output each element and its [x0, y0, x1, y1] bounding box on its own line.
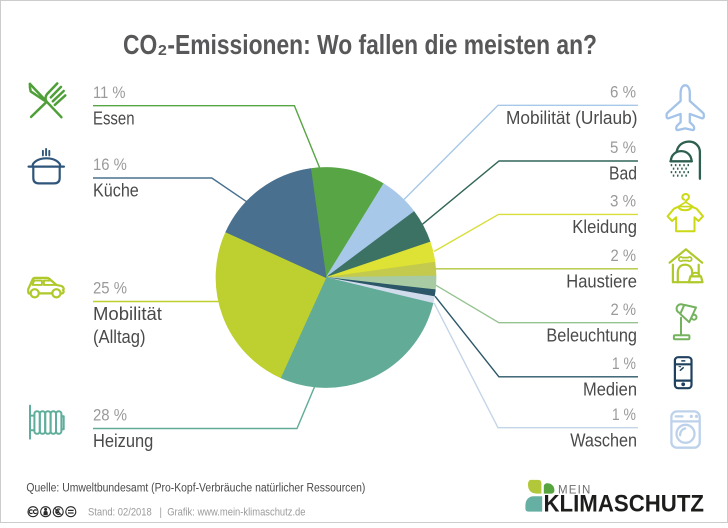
svg-text:Küche: Küche — [93, 181, 139, 201]
svg-text:2 %: 2 % — [611, 246, 637, 265]
svg-text:16 %: 16 % — [93, 155, 127, 174]
svg-text:1 %: 1 % — [612, 354, 636, 373]
svg-text:Bad: Bad — [609, 164, 637, 184]
svg-text:Beleuchtung: Beleuchtung — [546, 325, 637, 345]
svg-text:5 %: 5 % — [610, 138, 636, 157]
svg-text:Heizung: Heizung — [93, 431, 153, 451]
svg-text:(Alltag): (Alltag) — [93, 327, 146, 347]
svg-text:MEIN: MEIN — [558, 485, 593, 497]
svg-text:3 %: 3 % — [610, 192, 636, 211]
svg-text:Quelle: Umweltbundesamt (Pro-K: Quelle: Umweltbundesamt (Pro-Kopf-Verbrä… — [26, 483, 365, 495]
svg-text:Waschen: Waschen — [570, 430, 637, 450]
svg-text:1 %: 1 % — [612, 405, 636, 424]
svg-text:KLIMASCHUTZ: KLIMASCHUTZ — [544, 491, 705, 518]
svg-text:2 %: 2 % — [611, 300, 637, 319]
svg-text:Mobilität: Mobilität — [93, 304, 162, 324]
svg-text:6 %: 6 % — [610, 83, 636, 102]
svg-text:Haustiere: Haustiere — [566, 272, 637, 292]
svg-text:Stand: 02/2018 | Grafik: ww: Stand: 02/2018 | Grafik: www.mein-klimas… — [88, 507, 306, 519]
svg-text:CO₂-Emissionen: Wo fallen die: CO₂-Emissionen: Wo fallen die meisten an… — [123, 29, 597, 60]
svg-text:Kleidung: Kleidung — [572, 217, 637, 237]
svg-text:Medien: Medien — [583, 380, 637, 400]
svg-text:28 %: 28 % — [93, 406, 127, 425]
svg-text:11 %: 11 % — [93, 83, 126, 102]
svg-text:Mobilität (Urlaub): Mobilität (Urlaub) — [506, 108, 638, 128]
svg-text:Essen: Essen — [93, 108, 135, 128]
svg-text:25 %: 25 % — [93, 279, 127, 298]
